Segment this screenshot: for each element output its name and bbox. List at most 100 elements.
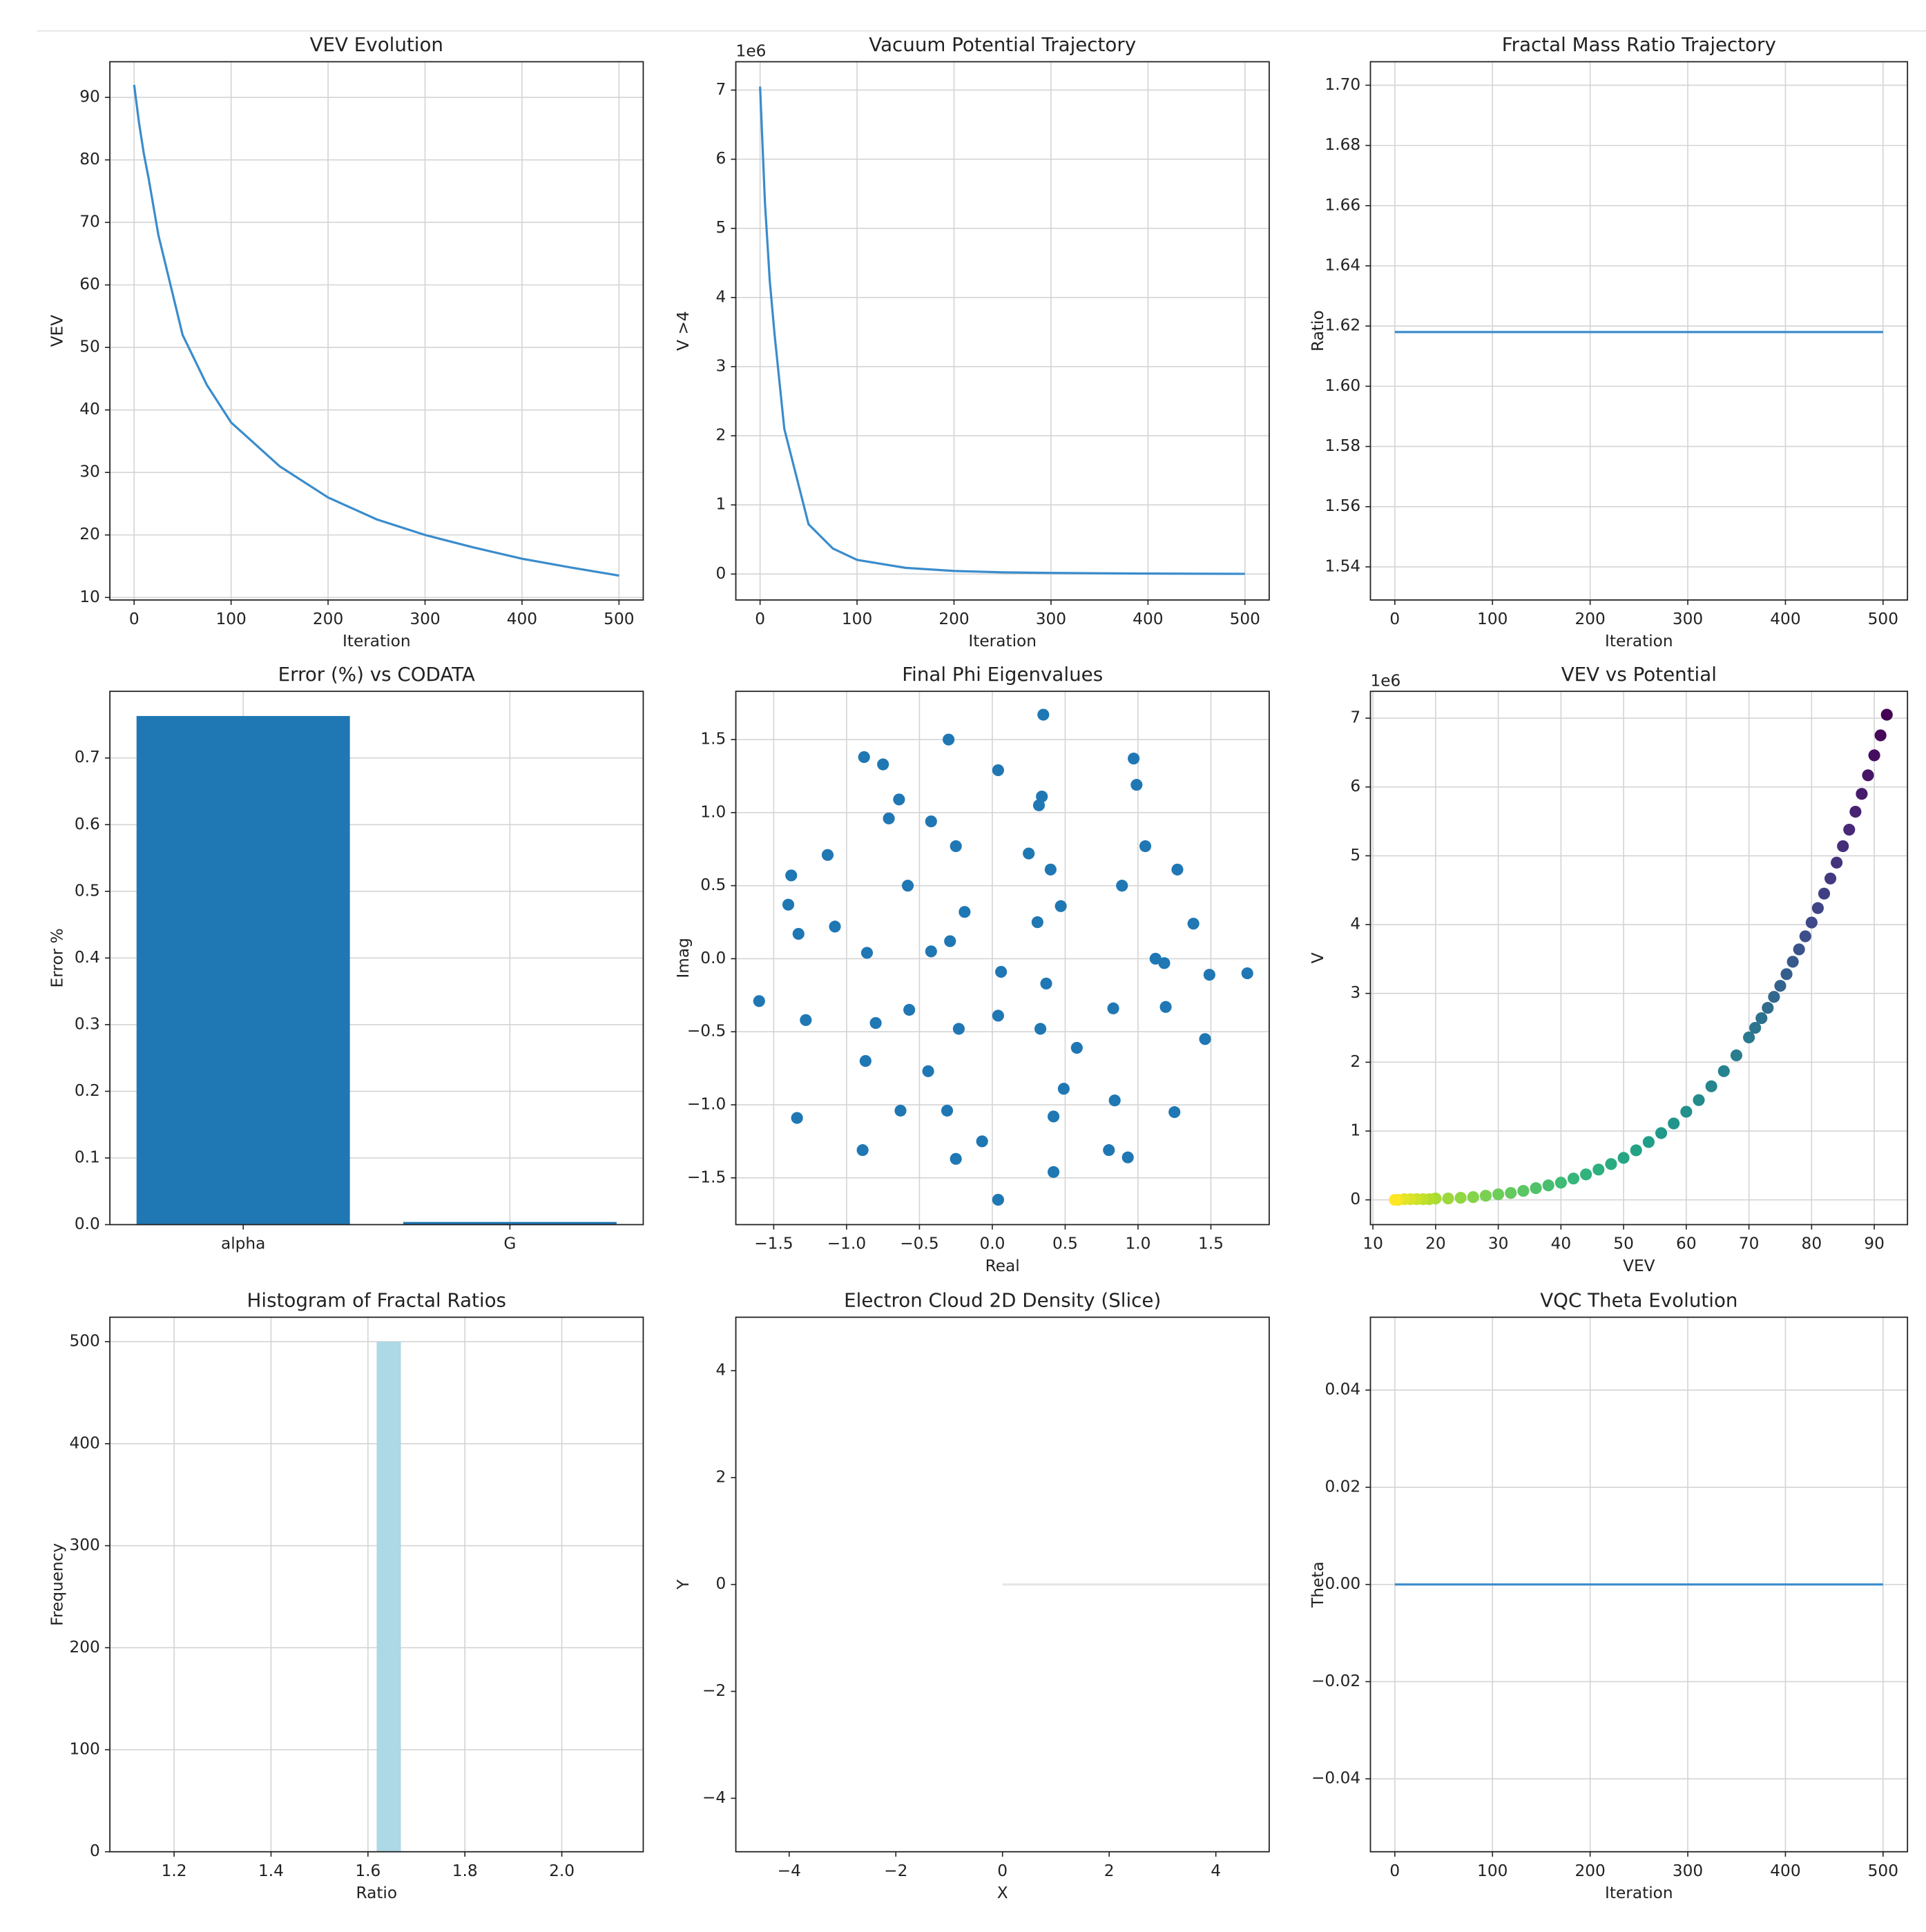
x-tick-label: 90 <box>1864 1235 1885 1253</box>
point <box>1818 887 1831 900</box>
y-axis-label: Ratio <box>1309 310 1327 351</box>
y-tick-label: 7 <box>1350 708 1360 727</box>
chart-title: VQC Theta Evolution <box>1540 1288 1737 1311</box>
point <box>1717 1065 1730 1077</box>
axes: Histogram of Fractal Ratios Ratio Frequenc… <box>48 1288 644 1902</box>
x-tick-label: 60 <box>1676 1235 1697 1253</box>
x-tick-label: 0.0 <box>979 1235 1005 1253</box>
x-tick-label: 500 <box>1868 1862 1898 1880</box>
point <box>995 965 1008 978</box>
plot-area <box>759 86 1245 575</box>
point <box>1130 779 1143 791</box>
point <box>925 945 937 958</box>
y-tick-label: 0.5 <box>700 876 726 894</box>
x-axis-label: Iteration <box>1605 632 1673 650</box>
point <box>800 1014 812 1026</box>
point <box>944 935 956 947</box>
axes: Final Phi Eigenvalues Real Imag −1.5 −1.0 −0.… <box>674 663 1270 1275</box>
x-tick-label: 400 <box>1133 610 1163 628</box>
axes-frame <box>1369 690 1909 1226</box>
y-tick-label: 0 <box>90 1842 100 1860</box>
point <box>959 906 971 918</box>
x-tick-label: 1.6 <box>355 1862 381 1880</box>
x-axis-label: VEV <box>1623 1257 1655 1275</box>
chart-title: Final Phi Eigenvalues <box>902 663 1103 686</box>
x-tick-label: 400 <box>1770 1862 1800 1880</box>
x-tick-label: 500 <box>604 610 634 628</box>
y-tick-label: 10 <box>79 588 100 606</box>
grid <box>110 1317 644 1853</box>
point <box>1044 863 1057 876</box>
y-tick-label: 1.56 <box>1325 496 1360 515</box>
point <box>1187 918 1200 930</box>
x-tick-label: alpha <box>221 1235 265 1253</box>
point <box>1805 916 1818 929</box>
point <box>925 815 937 828</box>
y-tick-label: 1.0 <box>700 802 726 821</box>
x-tick-label: 30 <box>1488 1235 1509 1253</box>
x-tick-label: −4 <box>778 1862 801 1880</box>
y-axis-label: Theta <box>1309 1561 1327 1608</box>
y-tick-label: 300 <box>69 1536 99 1554</box>
axes-frame <box>109 1316 644 1853</box>
x-tick-label: 1.8 <box>452 1862 478 1880</box>
y-axis-label: Error % <box>48 928 67 987</box>
point <box>1743 1031 1755 1044</box>
x-tick-label: 300 <box>1673 1862 1703 1880</box>
subplot: VQC Theta Evolution Iteration Theta −0.04 −0… <box>1309 1288 1909 1902</box>
grid <box>735 61 1269 600</box>
point <box>753 995 765 1007</box>
x-tick-label: 0 <box>997 1862 1008 1880</box>
x-axis-label: Ratio <box>356 1884 397 1902</box>
point <box>950 840 962 853</box>
point <box>1862 769 1874 782</box>
axes-frame <box>735 61 1270 601</box>
y-tick-label: 1.66 <box>1325 195 1360 214</box>
y-tick-label: 3 <box>1350 983 1360 1002</box>
point <box>1567 1172 1580 1185</box>
point <box>1762 1002 1774 1014</box>
point <box>1680 1105 1693 1118</box>
point <box>1749 1021 1762 1034</box>
x-tick-label: 300 <box>1673 610 1703 628</box>
point <box>952 1023 965 1035</box>
point <box>1705 1080 1717 1092</box>
x-tick-label: 400 <box>507 610 537 628</box>
point <box>1837 840 1849 853</box>
x-tick-label: 100 <box>1477 610 1508 628</box>
point <box>1617 1152 1630 1164</box>
x-axis-label: Iteration <box>343 632 411 650</box>
point <box>1159 1001 1172 1013</box>
y-tick-label: 0.4 <box>75 948 100 967</box>
y-tick-label: 1.58 <box>1325 436 1360 455</box>
point <box>1116 880 1128 892</box>
y-tick-label: −4 <box>702 1788 726 1807</box>
y-tick-label: −2 <box>702 1681 726 1700</box>
y-tick-label: 6 <box>715 149 726 168</box>
point <box>1032 799 1046 811</box>
y-tick-label: −0.04 <box>1311 1769 1360 1788</box>
point <box>1642 1136 1655 1148</box>
x-tick-label: 80 <box>1802 1235 1822 1253</box>
y-tick-label: 100 <box>69 1740 99 1759</box>
point <box>1121 1151 1134 1163</box>
x-axis-label: Iteration <box>1605 1884 1673 1902</box>
x-tick-label: 70 <box>1739 1235 1760 1253</box>
point <box>1849 806 1862 818</box>
point <box>1031 916 1043 929</box>
point <box>1037 708 1050 721</box>
point <box>992 1010 1004 1022</box>
y-tick-label: 40 <box>79 400 100 418</box>
x-tick-label: 500 <box>1868 610 1898 628</box>
subplot: Vacuum Potential Trajectory Iteration V >4… <box>674 33 1270 650</box>
x-tick-label: 500 <box>1230 610 1260 628</box>
y-tick-label: 4 <box>715 1361 726 1380</box>
y-tick-label: 0.0 <box>700 949 726 967</box>
point <box>1774 980 1787 992</box>
y-tick-label: 0.2 <box>75 1081 100 1100</box>
axes: VEV Evolution Iteration VEV 10 20 30 40 50 60 70 8… <box>48 33 644 650</box>
point <box>1768 991 1780 1003</box>
x-tick-label: −0.5 <box>900 1235 938 1253</box>
subplot: Final Phi Eigenvalues Real Imag −1.5 −1.0 −0.… <box>674 663 1270 1275</box>
point <box>829 920 841 933</box>
